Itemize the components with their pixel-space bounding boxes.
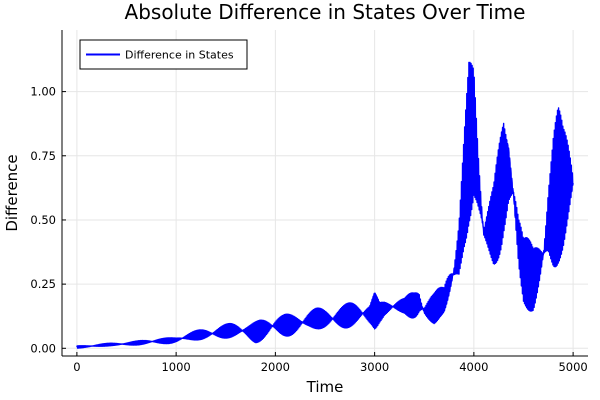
series-line-difference: [76, 61, 574, 349]
legend: Difference in States: [79, 39, 248, 70]
x-tick-label: 4000: [459, 360, 488, 374]
y-tick-label: 0.00: [30, 341, 56, 355]
x-tick-label: 2000: [261, 360, 290, 374]
y-tick-label: 1.00: [30, 85, 56, 99]
plot-frame: [61, 30, 588, 357]
y-tick-label: 0.75: [30, 149, 56, 163]
y-tick-label: 0.25: [30, 277, 56, 291]
tick-layer: 0 1000 2000 3000 4000 5000 0.00 0.25 0.50 0.75 1.0…: [30, 85, 587, 374]
series-layer: [76, 61, 574, 349]
legend-box: [79, 39, 248, 70]
x-tick-label: 3000: [360, 360, 389, 374]
y-tick-label: 0.50: [30, 213, 56, 227]
legend-label: Difference in States: [125, 49, 234, 62]
x-axis-label: Time: [306, 378, 344, 396]
x-tick-label: 0: [73, 360, 80, 374]
x-tick-label: 1000: [161, 360, 190, 374]
chart-title: Absolute Difference in States Over Time: [125, 0, 526, 24]
x-tick-label: 5000: [558, 360, 587, 374]
y-axis-label: Difference: [3, 154, 21, 231]
